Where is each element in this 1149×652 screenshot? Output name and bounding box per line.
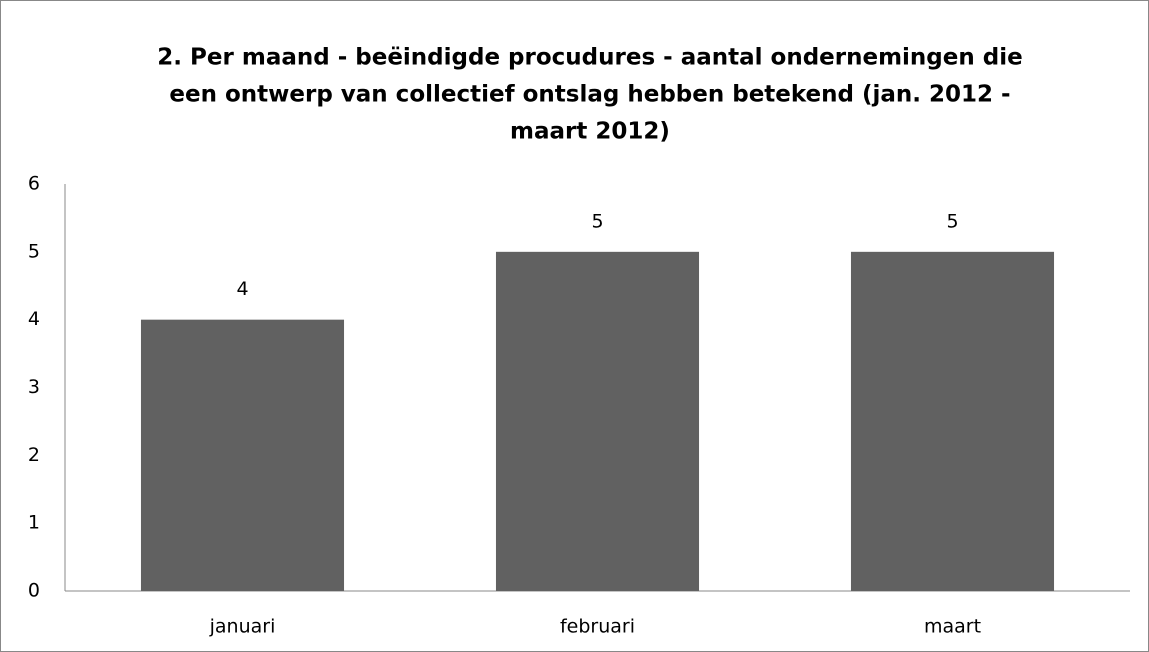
bar — [495, 251, 700, 592]
y-tick-label: 2 — [28, 444, 40, 466]
data-label: 5 — [591, 210, 603, 232]
data-label: 5 — [946, 210, 958, 232]
y-tick-label: 3 — [28, 376, 40, 398]
y-tick-label: 4 — [28, 308, 40, 330]
chart-title: een ontwerp van collectief ontslag hebbe… — [169, 82, 1010, 108]
x-tick-label: februari — [560, 616, 635, 638]
chart-title: maart 2012) — [510, 119, 670, 145]
y-tick-label: 5 — [28, 240, 40, 262]
y-tick-label: 6 — [28, 173, 40, 195]
y-tick-label: 1 — [28, 512, 40, 534]
x-tick-label: maart — [924, 616, 981, 638]
x-tick-label: januari — [209, 616, 276, 638]
bar — [850, 251, 1055, 592]
bar — [140, 319, 345, 591]
chart-title: 2. Per maand - beëindigde procudures - a… — [157, 45, 1022, 71]
y-tick-label: 0 — [28, 580, 40, 602]
data-label: 4 — [236, 278, 248, 300]
